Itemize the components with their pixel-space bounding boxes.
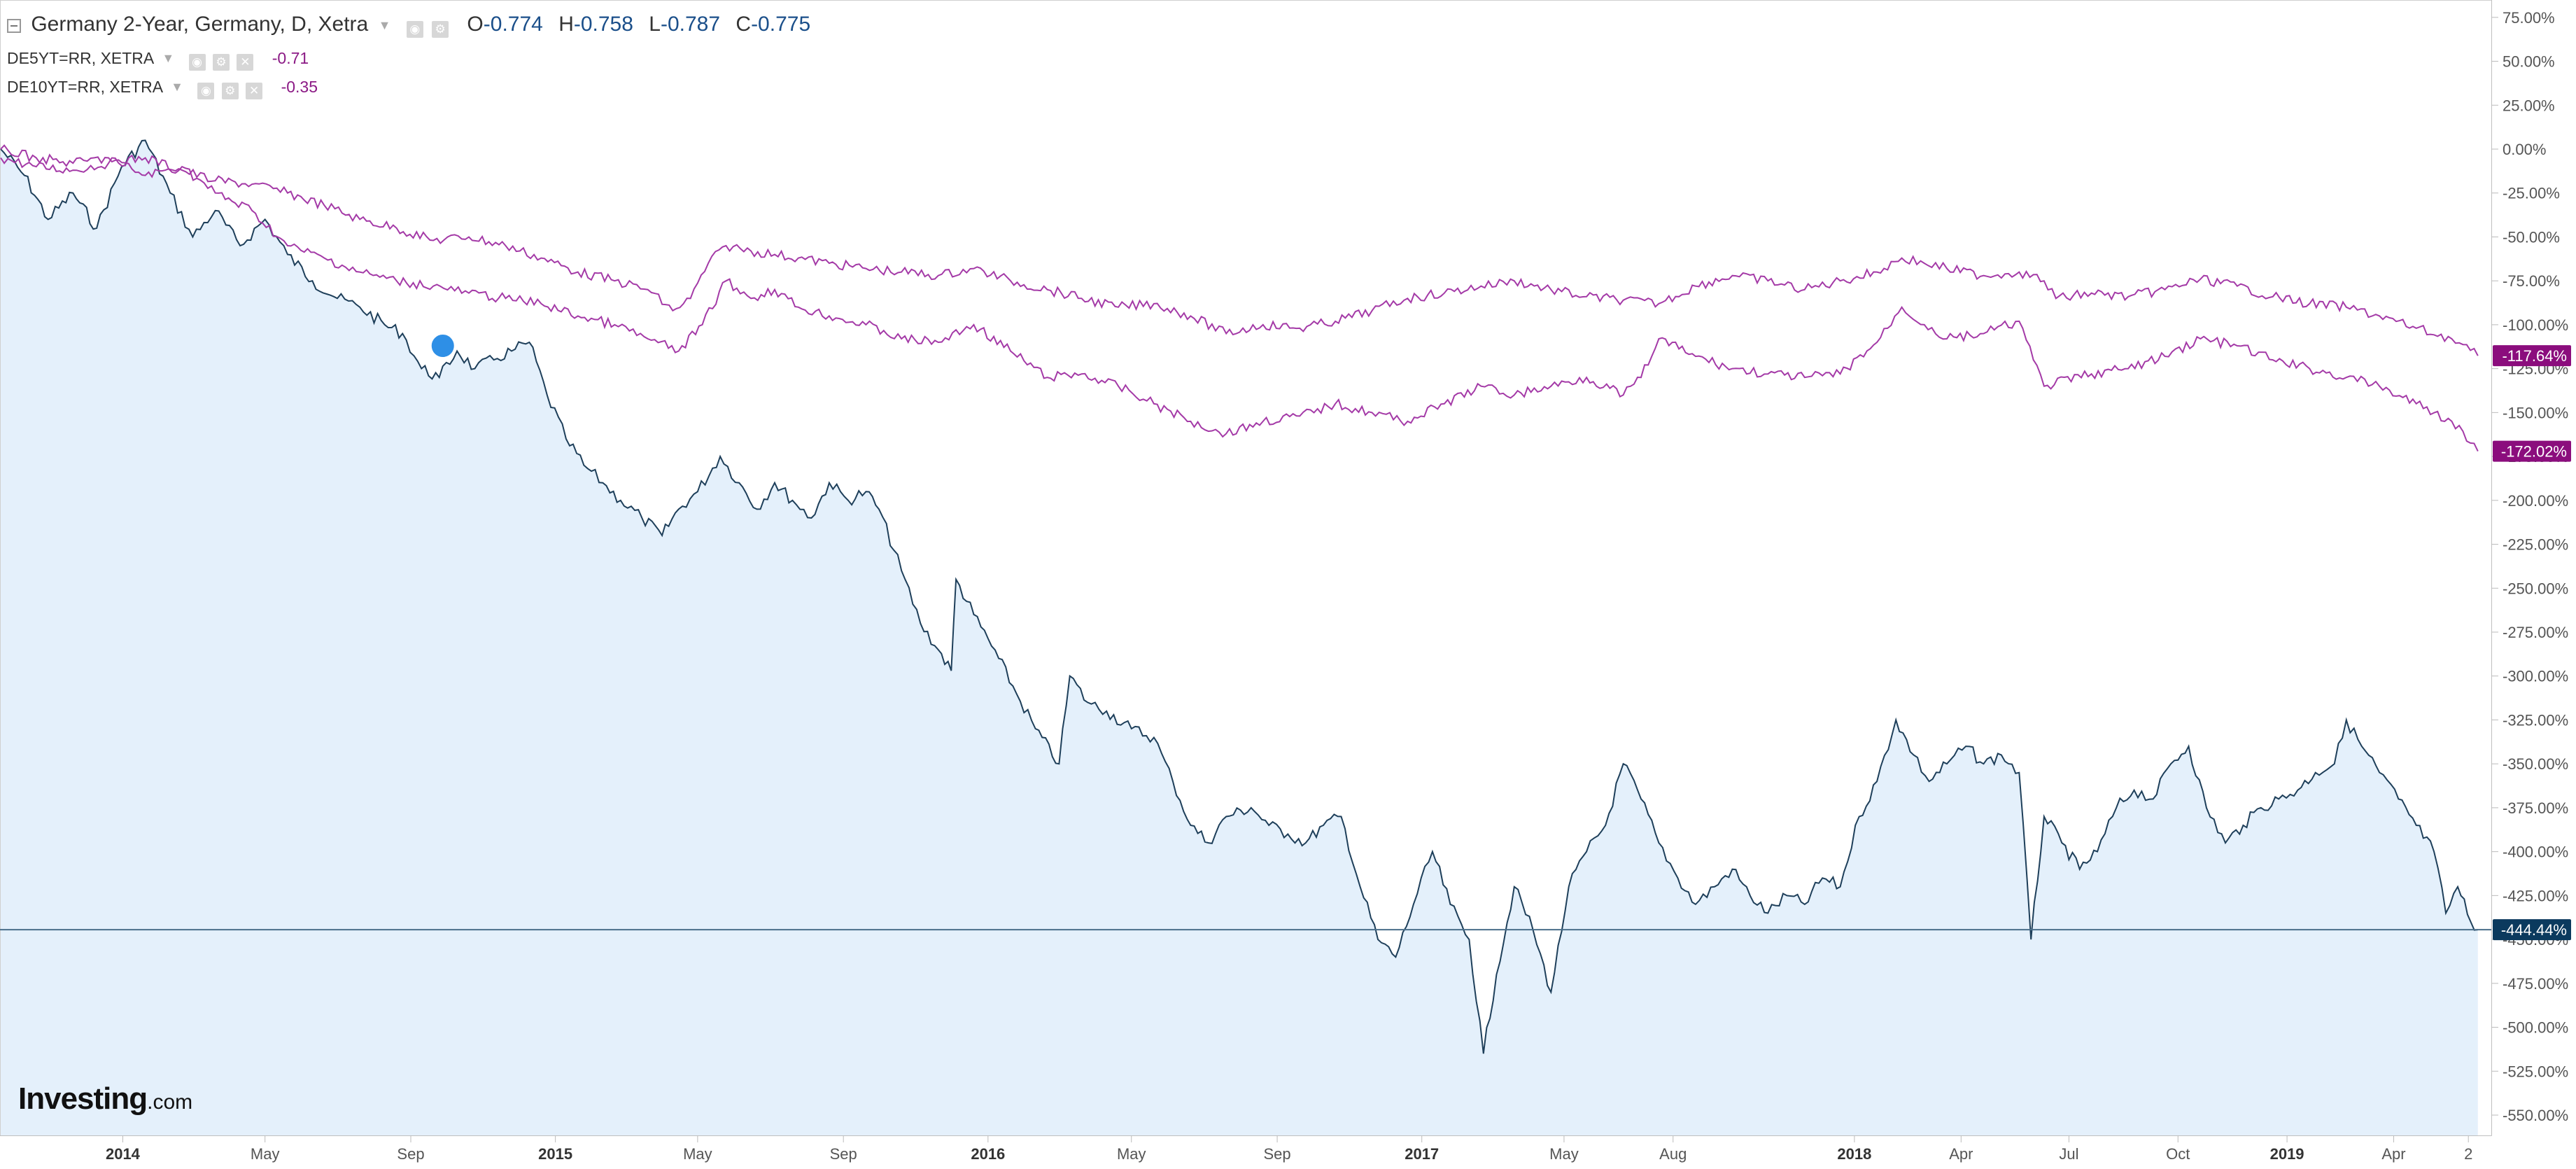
y-tick-label: 50.00% [2503, 53, 2555, 71]
x-tick-label: Jul [2059, 1145, 2078, 1163]
value-badge-label: -444.44% [2501, 921, 2567, 939]
y-tick-label: -150.00% [2503, 404, 2568, 421]
series-line-de10y [0, 144, 2479, 452]
gear-icon[interactable]: ⚙ [221, 83, 239, 99]
y-tick-label: -350.00% [2503, 755, 2568, 773]
y-tick-label: -25.00% [2503, 185, 2560, 202]
overlay-legend-de10y: DE10YT=RR, XETRA ▼ ◉ ⚙ ✕ -0.35 [7, 78, 318, 99]
y-tick-label: -500.00% [2503, 1019, 2568, 1037]
x-tick-label: Sep [1263, 1145, 1290, 1163]
x-tick-label: 2019 [2270, 1145, 2304, 1163]
chevron-down-icon[interactable]: ▼ [162, 51, 175, 65]
value-badge-label: -117.64% [2502, 347, 2567, 365]
value-badge [2493, 345, 2571, 367]
x-tick-label: Sep [397, 1145, 424, 1163]
y-tick-label: -550.00% [2503, 1107, 2568, 1124]
y-tick-label: -100.00% [2503, 316, 2568, 334]
ohlc-open-value: -0.774 [483, 13, 543, 36]
x-tick-label: 2014 [106, 1145, 141, 1163]
y-tick-label: -225.00% [2503, 536, 2568, 554]
value-badge-label: -172.02% [2501, 443, 2567, 461]
overlay-label[interactable]: DE10YT=RR, XETRA [7, 78, 162, 96]
y-tick-label: -250.00% [2503, 580, 2568, 597]
ohlc-low-value: -0.787 [660, 13, 721, 36]
series-layer [0, 139, 2479, 1135]
x-tick-label: Sep [830, 1145, 857, 1163]
overlay-legend-de5y: DE5YT=RR, XETRA ▼ ◉ ⚙ ✕ -0.71 [7, 49, 309, 71]
y-tick-label: -475.00% [2503, 975, 2568, 993]
x-tick-label: 2018 [1837, 1145, 1871, 1163]
y-tick-label: 75.00% [2503, 9, 2555, 27]
ohlc-close-key: C [736, 13, 752, 36]
logo-suffix: .com [147, 1091, 193, 1114]
y-tick-label: -275.00% [2503, 624, 2568, 641]
marker-layer[interactable] [430, 333, 456, 359]
close-icon[interactable]: ✕ [237, 54, 254, 71]
series-area-fill [1, 140, 2478, 1135]
y-tick-label: -50.00% [2503, 228, 2560, 246]
eye-icon[interactable]: ◉ [197, 83, 215, 99]
value-badge [2493, 440, 2571, 462]
value-badge [2493, 919, 2571, 941]
x-tick-label: Oct [2166, 1145, 2190, 1163]
x-tick-label: Apr [2381, 1145, 2405, 1163]
main-legend: Germany 2-Year, Germany, D, Xetra ▼ ◉ ⚙ … [7, 13, 810, 38]
gear-icon[interactable]: ⚙ [432, 21, 449, 38]
investing-logo: Investing.com [18, 1082, 192, 1116]
collapse-icon[interactable] [7, 19, 21, 33]
y-tick-label: -425.00% [2503, 887, 2568, 904]
y-tick-label: 25.00% [2503, 97, 2555, 114]
ohlc-high-key: H [558, 13, 574, 36]
ohlc-high-value: -0.758 [573, 13, 633, 36]
ohlc-open-key: O [467, 13, 484, 36]
x-tick-label: 2017 [1405, 1145, 1439, 1163]
x-tick-label: May [683, 1145, 712, 1163]
series-line-de2y [0, 139, 2478, 1054]
close-icon[interactable]: ✕ [246, 83, 263, 99]
eye-icon[interactable]: ◉ [188, 54, 206, 71]
overlay-value: -0.35 [281, 78, 318, 96]
badge-layer: -117.64% -172.02% -444.44% [2493, 345, 2571, 941]
chevron-down-icon[interactable]: ▼ [171, 80, 183, 94]
overlay-value: -0.71 [272, 49, 309, 67]
y-tick-label: -525.00% [2503, 1063, 2568, 1080]
y-tick-label: -325.00% [2503, 711, 2568, 729]
x-tick-label: Aug [1659, 1145, 1687, 1163]
y-tick-label: -400.00% [2503, 844, 2568, 861]
overlay-label[interactable]: DE5YT=RR, XETRA [7, 49, 153, 67]
chevron-down-icon[interactable]: ▼ [378, 18, 391, 32]
y-tick-label: -300.00% [2503, 668, 2568, 685]
ohlc-low-key: L [649, 13, 661, 36]
y-tick-label: -375.00% [2503, 799, 2568, 817]
x-tick-label: May [1117, 1145, 1146, 1163]
y-tick-label: -75.00% [2503, 272, 2560, 290]
logo-main: Investing [18, 1082, 148, 1116]
x-tick-label: May [1549, 1145, 1579, 1163]
main-series-title[interactable]: Germany 2-Year, Germany, D, Xetra [31, 13, 369, 36]
ohlc-close-value: -0.775 [751, 13, 811, 36]
y-tick-label: 0.00% [2503, 141, 2546, 158]
y-tick-label: -200.00% [2503, 492, 2568, 510]
eye-icon[interactable]: ◉ [406, 21, 423, 38]
x-tick-label: Apr [1949, 1145, 1973, 1163]
series-line-de5y [0, 154, 2479, 356]
event-marker-icon[interactable] [430, 333, 456, 359]
gear-icon[interactable]: ⚙ [212, 54, 230, 71]
x-tick-label: 2 [2464, 1145, 2472, 1163]
x-tick-label: 2015 [538, 1145, 572, 1163]
x-tick-label: May [251, 1145, 280, 1163]
x-tick-label: 2016 [971, 1145, 1005, 1163]
